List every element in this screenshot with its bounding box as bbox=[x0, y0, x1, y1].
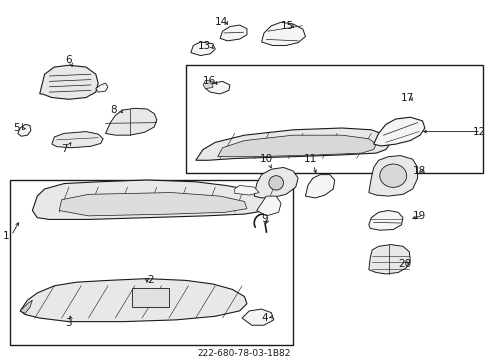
Polygon shape bbox=[20, 279, 246, 321]
Polygon shape bbox=[32, 180, 276, 220]
Polygon shape bbox=[40, 65, 98, 99]
Polygon shape bbox=[368, 156, 417, 196]
Polygon shape bbox=[59, 193, 246, 216]
Polygon shape bbox=[256, 196, 281, 216]
Polygon shape bbox=[20, 300, 32, 314]
Polygon shape bbox=[217, 135, 375, 157]
Polygon shape bbox=[18, 125, 31, 136]
Text: 4: 4 bbox=[261, 313, 267, 323]
Polygon shape bbox=[203, 80, 212, 89]
Bar bbox=[10, 180, 293, 345]
Polygon shape bbox=[242, 309, 273, 325]
Polygon shape bbox=[368, 244, 409, 274]
Polygon shape bbox=[261, 22, 305, 45]
Polygon shape bbox=[96, 83, 108, 92]
Text: 13: 13 bbox=[198, 41, 211, 50]
Polygon shape bbox=[190, 42, 215, 55]
Text: 15: 15 bbox=[281, 21, 294, 31]
Polygon shape bbox=[305, 175, 334, 198]
Text: 6: 6 bbox=[65, 55, 72, 65]
Polygon shape bbox=[52, 132, 103, 148]
Text: 18: 18 bbox=[412, 166, 425, 176]
Polygon shape bbox=[195, 128, 390, 160]
Text: 5: 5 bbox=[13, 123, 20, 133]
Bar bbox=[185, 65, 483, 173]
Text: 3: 3 bbox=[65, 318, 72, 328]
Text: 12: 12 bbox=[471, 127, 485, 136]
Polygon shape bbox=[254, 167, 298, 198]
Text: 1: 1 bbox=[3, 231, 10, 240]
Text: 8: 8 bbox=[110, 105, 117, 115]
Polygon shape bbox=[220, 25, 246, 41]
Text: 16: 16 bbox=[203, 76, 216, 86]
Bar bbox=[132, 288, 168, 307]
Text: 10: 10 bbox=[259, 154, 272, 164]
Polygon shape bbox=[368, 211, 402, 230]
Polygon shape bbox=[234, 185, 259, 195]
Polygon shape bbox=[373, 117, 424, 146]
Text: 9: 9 bbox=[261, 215, 267, 224]
Text: 20: 20 bbox=[397, 259, 410, 269]
Ellipse shape bbox=[379, 164, 406, 187]
Polygon shape bbox=[205, 81, 229, 94]
Text: 19: 19 bbox=[412, 211, 425, 221]
Text: 222-680-78-03-1B82: 222-680-78-03-1B82 bbox=[198, 348, 290, 357]
Text: 2: 2 bbox=[147, 275, 153, 285]
Text: 17: 17 bbox=[400, 93, 413, 103]
Text: 7: 7 bbox=[61, 144, 67, 154]
Text: 14: 14 bbox=[215, 17, 228, 27]
Text: 11: 11 bbox=[303, 154, 316, 164]
Ellipse shape bbox=[268, 176, 283, 190]
Polygon shape bbox=[105, 108, 157, 135]
